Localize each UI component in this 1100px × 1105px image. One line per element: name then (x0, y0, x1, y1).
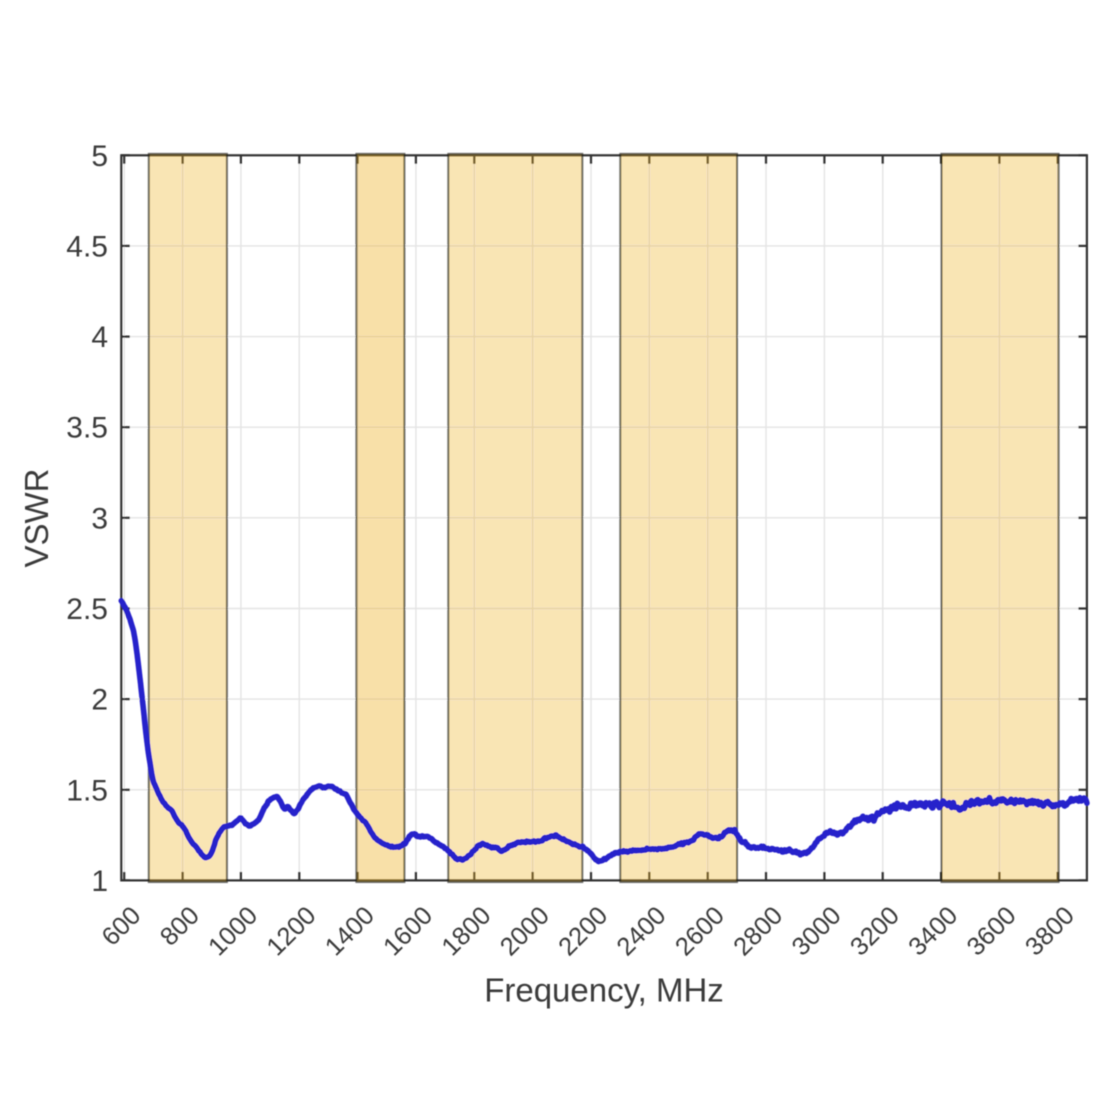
svg-text:5: 5 (91, 140, 108, 173)
svg-text:Frequency, MHz: Frequency, MHz (484, 972, 724, 1009)
svg-text:4.5: 4.5 (66, 230, 108, 263)
svg-text:3.5: 3.5 (66, 412, 108, 445)
svg-text:1: 1 (91, 865, 108, 898)
svg-text:3: 3 (91, 502, 108, 535)
svg-text:4: 4 (91, 321, 108, 354)
svg-text:2.5: 2.5 (66, 593, 108, 626)
svg-text:1.5: 1.5 (66, 774, 108, 807)
svg-text:VSWR: VSWR (18, 469, 55, 568)
svg-text:2: 2 (91, 684, 108, 717)
